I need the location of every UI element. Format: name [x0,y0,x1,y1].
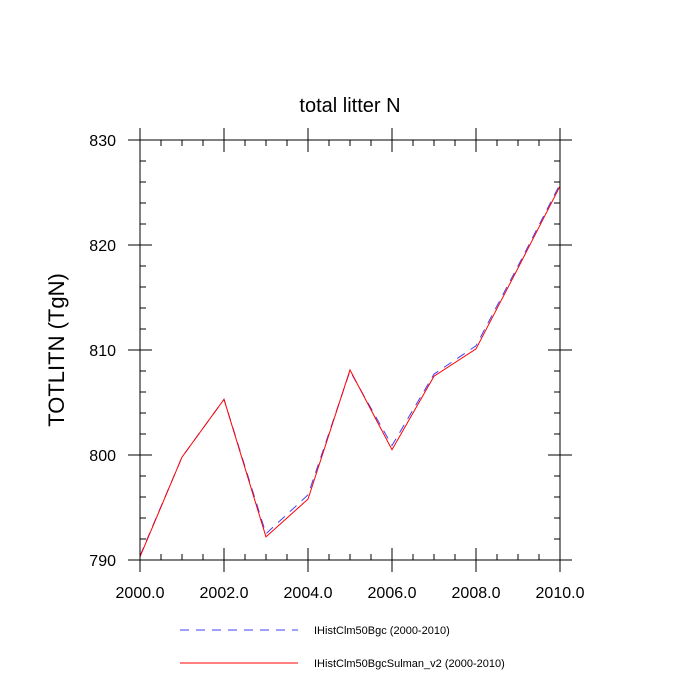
series-line-1 [139,183,561,556]
y-tick-label: 830 [89,133,116,150]
x-tick-label: 2002.0 [200,585,249,602]
x-tick-label: 2000.0 [116,585,165,602]
legend-label-1: IHistClm50Bgc (2000-2010) [314,625,450,637]
x-tick-label: 2006.0 [368,585,417,602]
series-layer [139,183,561,558]
y-tick-label: 790 [89,553,116,570]
x-tick-label: 2008.0 [452,585,501,602]
x-tick-label: 2010.0 [536,585,585,602]
legend-label-2: IHistClm50BgcSulman_v2 (2000-2010) [314,658,505,670]
x-tick-label: 2004.0 [284,585,333,602]
y-tick-label: 800 [89,448,116,465]
chart-title: total litter N [299,95,400,117]
plot-frame [139,139,561,561]
tick-labels: 2000.0 2002.0 2004.0 2006.0 2008.0 2010.0 790 8… [89,133,584,602]
minor-ticks [140,140,560,560]
legend: IHistClm50Bgc (2000-2010) IHistClm50BgcSu… [180,625,505,670]
major-ticks [128,128,572,572]
y-axis-label: TOTLITN (TgN) [44,273,69,427]
y-tick-label: 820 [89,238,116,255]
y-tick-label: 810 [89,343,116,360]
series-line-2 [139,185,561,558]
